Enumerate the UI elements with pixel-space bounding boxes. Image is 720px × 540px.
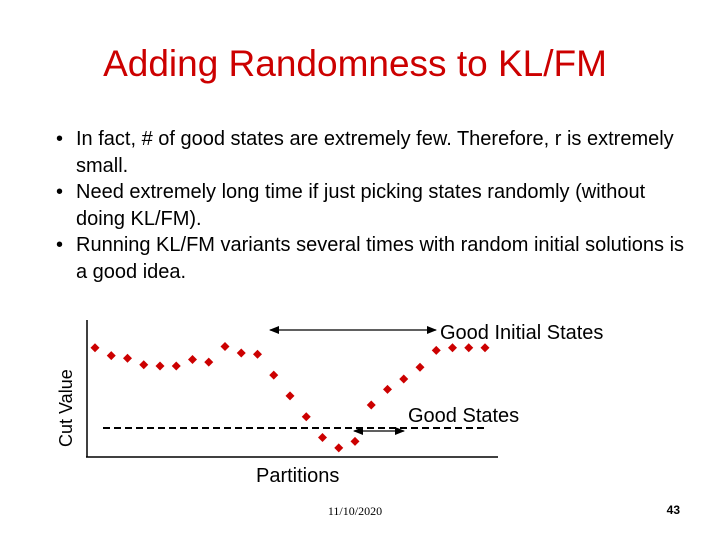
data-point-22 bbox=[431, 345, 441, 355]
data-point-12 bbox=[269, 370, 279, 380]
data-point-25 bbox=[480, 343, 490, 353]
data-point-8 bbox=[204, 357, 214, 367]
data-point-2 bbox=[106, 351, 116, 361]
bullet-icon: • bbox=[56, 234, 64, 256]
data-point-24 bbox=[464, 343, 474, 353]
data-point-10 bbox=[236, 348, 246, 358]
data-point-15 bbox=[318, 433, 327, 442]
bullet-item-1: • In fact, # of good states are extremel… bbox=[50, 126, 690, 179]
data-point-18 bbox=[366, 400, 376, 410]
data-point-7 bbox=[188, 355, 197, 364]
bullet-list: • In fact, # of good states are extremel… bbox=[50, 126, 690, 285]
footer-date: 11/10/2020 bbox=[327, 504, 383, 518]
data-point-6 bbox=[171, 361, 181, 371]
bullet-text-2: Need extremely long time if just picking… bbox=[76, 181, 646, 230]
data-point-13 bbox=[285, 391, 295, 401]
data-point-23 bbox=[448, 343, 457, 353]
y-axis-label: Cut Value bbox=[56, 369, 76, 447]
data-point-19 bbox=[383, 384, 392, 394]
x-axis-label: Partitions bbox=[256, 465, 339, 487]
data-point-1 bbox=[90, 343, 100, 353]
good-initial-states-label: Good Initial States bbox=[440, 322, 603, 344]
data-point-14 bbox=[301, 412, 311, 422]
data-point-16 bbox=[334, 443, 344, 453]
page-number: 43 bbox=[666, 503, 680, 517]
data-point-11 bbox=[253, 349, 262, 359]
bullet-text-1: In fact, # of good states are extremely … bbox=[76, 128, 674, 177]
bullet-item-3: • Running KL/FM variants several times w… bbox=[50, 232, 690, 285]
bullet-icon: • bbox=[56, 128, 64, 150]
data-point-4 bbox=[139, 360, 149, 370]
data-point-9 bbox=[220, 342, 230, 351]
data-point-5 bbox=[155, 361, 165, 371]
data-point-21 bbox=[415, 362, 425, 372]
slide-title: Adding Randomness to KL/FM bbox=[103, 43, 607, 84]
good-states-label: Good States bbox=[408, 405, 519, 427]
bullet-icon: • bbox=[56, 181, 64, 203]
data-point-20 bbox=[399, 374, 409, 384]
bullet-text-3: Running KL/FM variants several times wit… bbox=[76, 234, 685, 283]
data-point-3 bbox=[123, 353, 132, 363]
data-points bbox=[90, 342, 490, 453]
bullet-item-2: • Need extremely long time if just picki… bbox=[50, 179, 690, 232]
data-point-17 bbox=[350, 436, 360, 446]
